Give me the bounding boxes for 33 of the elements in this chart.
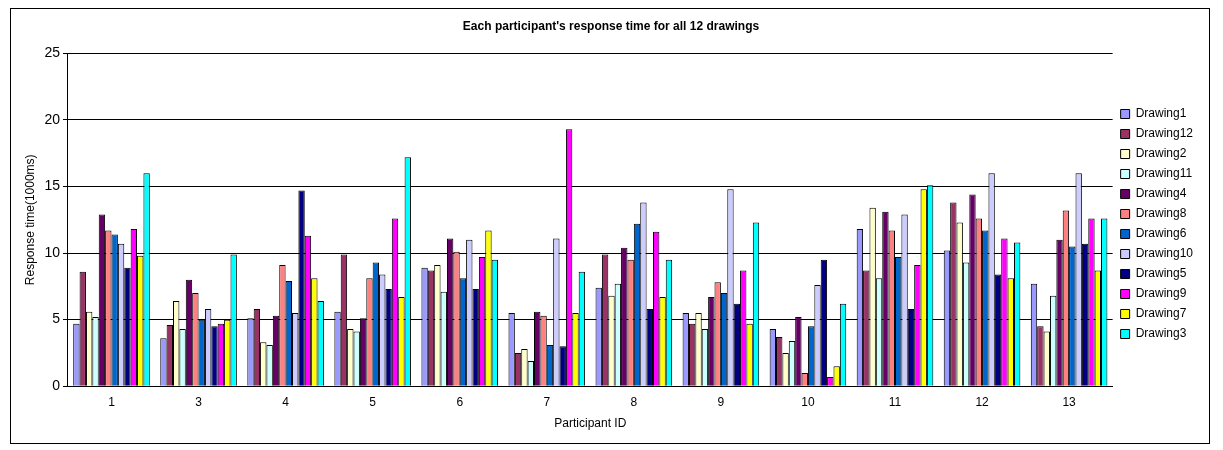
x-tick-label: 13 bbox=[1062, 394, 1077, 409]
legend-label: Drawing2 bbox=[1135, 146, 1187, 161]
x-tick-label: 9 bbox=[717, 394, 725, 409]
legend-label: Drawing5 bbox=[1135, 266, 1187, 281]
legend-label: Drawing6 bbox=[1135, 226, 1187, 241]
legend-label: Drawing8 bbox=[1135, 206, 1187, 221]
x-axis-title: Participant ID bbox=[554, 416, 627, 431]
y-tick-label: 10 bbox=[44, 243, 61, 260]
chart-title: Each participant's response time for all 12 drawings bbox=[462, 18, 760, 33]
legend-label: Drawing4 bbox=[1135, 186, 1187, 201]
legend-label: Drawing11 bbox=[1135, 166, 1193, 181]
x-tick-label: 7 bbox=[543, 394, 551, 409]
y-tick-label: 15 bbox=[44, 177, 61, 194]
x-tick-label: 8 bbox=[630, 394, 638, 409]
x-tick-label: 10 bbox=[801, 394, 815, 409]
legend-label: Drawing12 bbox=[1135, 126, 1194, 141]
y-axis-title: Response time(1000ms) bbox=[22, 154, 37, 286]
x-tick-label: 3 bbox=[195, 394, 203, 409]
legend-label: Drawing9 bbox=[1135, 286, 1187, 301]
y-tick-label: 25 bbox=[44, 44, 61, 61]
y-tick-label: 20 bbox=[44, 110, 61, 127]
x-tick-label: 4 bbox=[282, 394, 290, 409]
x-tick-label: 11 bbox=[888, 394, 902, 409]
x-tick-label: 5 bbox=[369, 394, 377, 409]
y-tick-label: 0 bbox=[52, 377, 61, 394]
x-tick-label: 6 bbox=[456, 394, 464, 409]
legend-label: Drawing3 bbox=[1135, 326, 1187, 341]
x-tick-label: 1 bbox=[108, 394, 116, 409]
x-tick-label: 12 bbox=[975, 394, 990, 409]
y-tick-label: 5 bbox=[52, 310, 61, 327]
legend-label: Drawing7 bbox=[1135, 306, 1187, 321]
legend-label: Drawing1 bbox=[1135, 106, 1187, 121]
legend-label: Drawing10 bbox=[1135, 246, 1194, 261]
